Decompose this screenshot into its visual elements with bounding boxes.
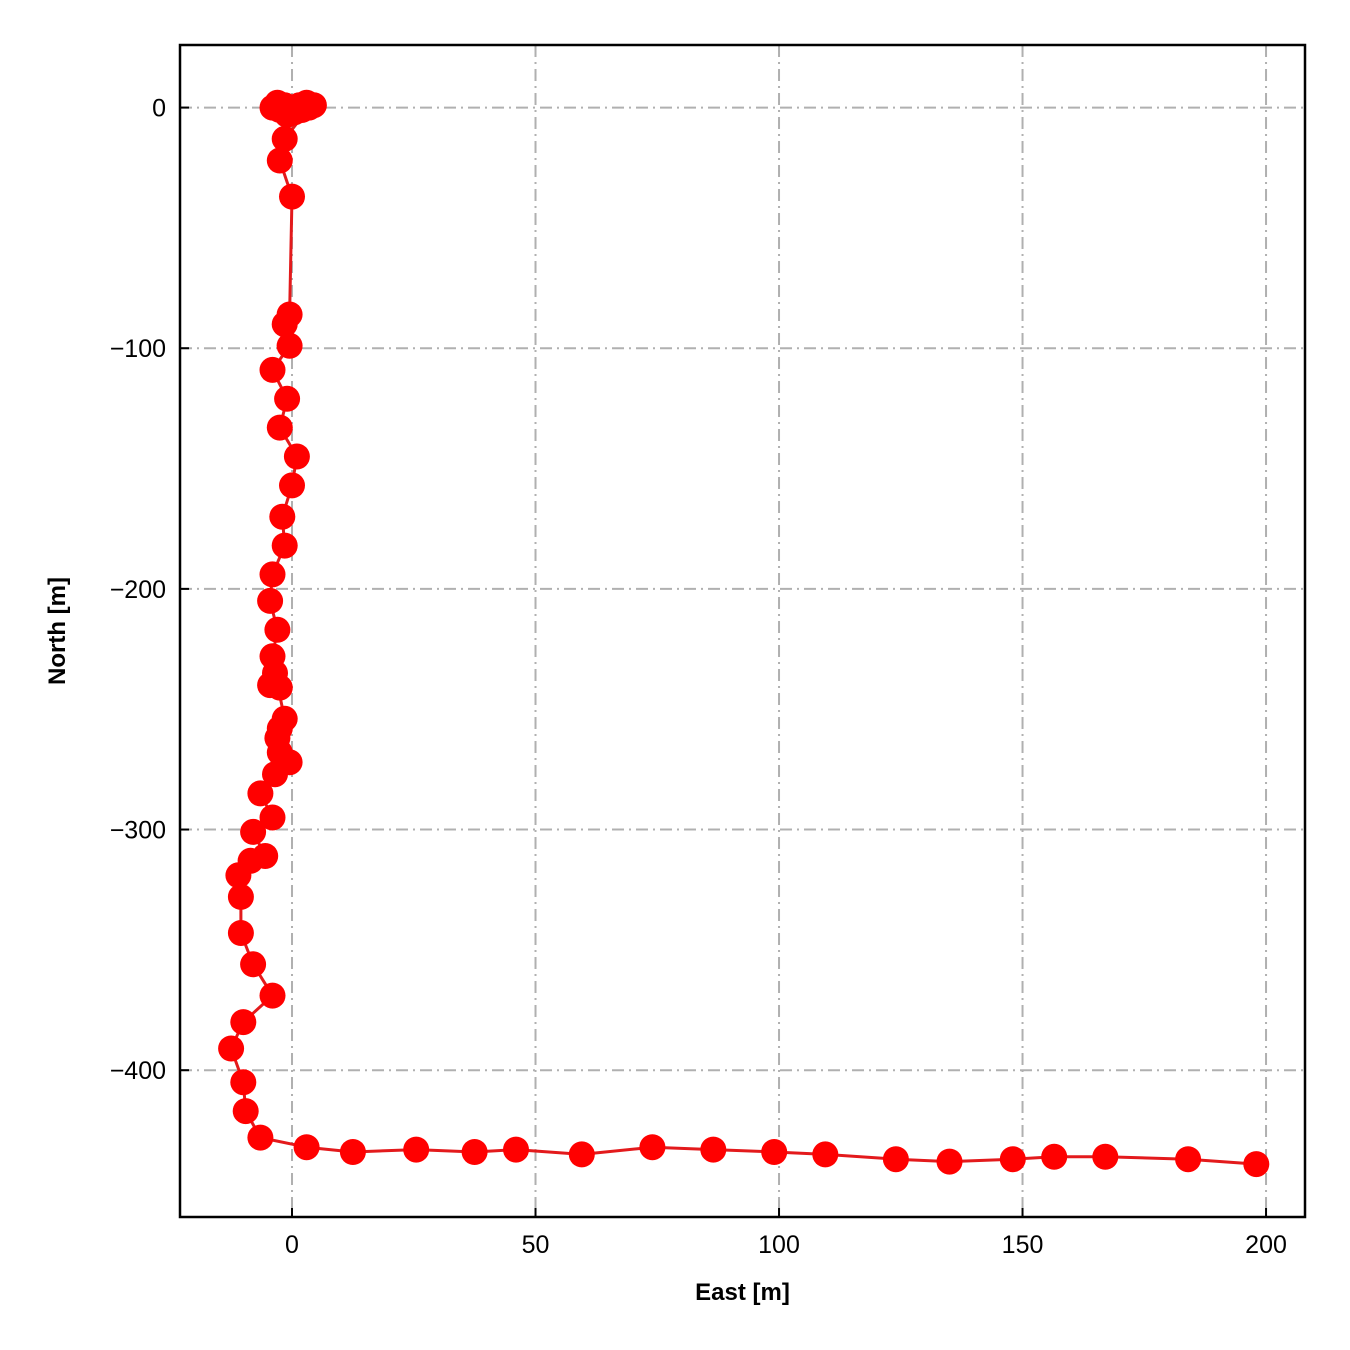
y-tick-label: −100: [110, 335, 166, 363]
data-point: [259, 982, 286, 1009]
data-point: [700, 1136, 727, 1163]
data-point: [276, 332, 303, 359]
data-point: [227, 920, 254, 946]
data-point: [1092, 1143, 1119, 1170]
data-point: [225, 862, 252, 889]
data-point: [218, 1035, 245, 1062]
data-point: [269, 503, 296, 530]
data-point: [262, 660, 288, 687]
data-point: [296, 94, 323, 121]
data-point: [274, 385, 301, 412]
data-point: [403, 1136, 430, 1163]
data-point: [279, 472, 305, 499]
x-tick-label: 200: [1245, 1231, 1287, 1259]
data-point: [1175, 1146, 1202, 1173]
data-point: [240, 818, 267, 845]
data-point: [259, 561, 286, 588]
data-point: [271, 532, 298, 559]
data-point: [936, 1148, 963, 1175]
data-point: [283, 443, 310, 470]
data-point: [227, 883, 254, 910]
y-tick-label: −200: [110, 576, 166, 604]
data-point: [568, 1141, 595, 1168]
x-tick-label: 100: [758, 1231, 800, 1259]
y-tick-label: −300: [110, 817, 166, 845]
tick-marks: [180, 106, 1268, 1217]
data-point: [240, 951, 267, 978]
y-tick-label: −400: [110, 1057, 166, 1085]
data-point: [264, 616, 291, 643]
x-axis-label: East [m]: [695, 1279, 790, 1306]
data-point: [1041, 1143, 1068, 1170]
y-tick-label: 0: [152, 95, 166, 123]
data-point: [882, 1146, 909, 1173]
data-point: [230, 1009, 257, 1036]
data-point: [503, 1136, 529, 1163]
data-point: [257, 587, 284, 614]
data-point: [1243, 1151, 1270, 1178]
x-tick-label: 0: [285, 1231, 299, 1259]
data-point: [761, 1139, 788, 1165]
data-point: [262, 761, 288, 788]
plot-frame: [178, 43, 1307, 1219]
data-point: [266, 414, 293, 441]
data-point: [232, 1098, 259, 1125]
data-point: [247, 780, 274, 807]
data-point: [271, 311, 298, 338]
x-tick-label: 50: [522, 1231, 550, 1259]
data-point: [279, 183, 305, 210]
data-point: [259, 804, 286, 831]
data-point: [293, 1134, 320, 1161]
data-point: [247, 1124, 274, 1151]
series-trajectory: [218, 89, 1270, 1178]
data-point: [230, 1069, 257, 1096]
data-point: [271, 125, 298, 152]
data-point: [339, 1139, 366, 1165]
data-point: [259, 356, 286, 383]
data-point: [639, 1134, 666, 1161]
tick-labels: 0 50 100 150 200 0 −100 −200 −300 −400: [110, 95, 1287, 1259]
y-axis-label: North [m]: [44, 577, 71, 685]
x-tick-label: 150: [1002, 1231, 1044, 1259]
data-point: [266, 147, 293, 174]
data-point: [812, 1141, 839, 1168]
data-point: [999, 1146, 1026, 1173]
data-point: [461, 1139, 488, 1165]
